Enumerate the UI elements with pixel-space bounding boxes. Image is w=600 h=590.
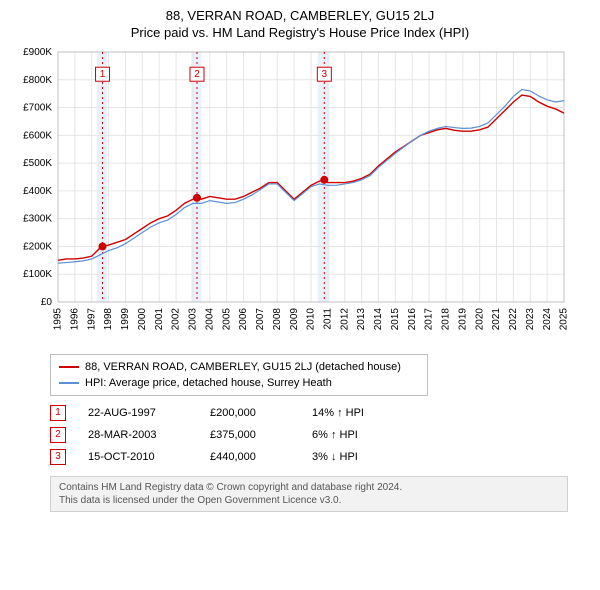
svg-text:2020: 2020: [474, 308, 485, 331]
transaction-price: £200,000: [210, 402, 290, 424]
transaction-price: £440,000: [210, 446, 290, 468]
svg-text:2023: 2023: [525, 308, 536, 331]
svg-text:£800K: £800K: [23, 75, 52, 86]
price-chart: £0 £100K £200K £300K £400K £500K £600K £700K £80…: [10, 46, 590, 346]
svg-text:2005: 2005: [221, 308, 232, 331]
legend-swatch: [59, 366, 79, 368]
page-title: 88, VERRAN ROAD, CAMBERLEY, GU15 2LJ: [10, 8, 590, 23]
svg-text:2011: 2011: [323, 308, 334, 330]
legend-swatch: [59, 382, 79, 384]
svg-text:1998: 1998: [103, 308, 114, 331]
svg-text:£200K: £200K: [23, 241, 52, 252]
footer-line: This data is licensed under the Open Gov…: [59, 494, 559, 507]
legend-label: HPI: Average price, detached house, Surr…: [85, 375, 332, 391]
svg-text:2004: 2004: [204, 308, 215, 331]
svg-text:2014: 2014: [373, 308, 384, 331]
svg-text:£700K: £700K: [23, 103, 52, 114]
svg-text:2008: 2008: [272, 308, 283, 331]
svg-text:2016: 2016: [407, 308, 418, 331]
svg-text:1996: 1996: [70, 308, 81, 331]
transaction-badge: 1: [50, 405, 66, 421]
svg-text:2007: 2007: [255, 308, 266, 331]
footer-licence: Contains HM Land Registry data © Crown c…: [50, 476, 568, 512]
svg-text:2012: 2012: [339, 308, 350, 331]
transaction-row: 1 22-AUG-1997 £200,000 14% ↑ HPI: [50, 402, 590, 424]
svg-text:1997: 1997: [86, 308, 97, 331]
legend-label: 88, VERRAN ROAD, CAMBERLEY, GU15 2LJ (de…: [85, 359, 401, 375]
svg-text:2: 2: [194, 69, 200, 80]
svg-text:£900K: £900K: [23, 47, 52, 58]
legend: 88, VERRAN ROAD, CAMBERLEY, GU15 2LJ (de…: [50, 354, 428, 396]
svg-text:2003: 2003: [188, 308, 199, 331]
svg-text:2018: 2018: [441, 308, 452, 331]
legend-item: HPI: Average price, detached house, Surr…: [59, 375, 419, 391]
svg-text:£400K: £400K: [23, 186, 52, 197]
footer-line: Contains HM Land Registry data © Crown c…: [59, 481, 559, 494]
svg-text:1995: 1995: [53, 308, 64, 331]
svg-text:£600K: £600K: [23, 130, 52, 141]
svg-text:1999: 1999: [120, 308, 131, 331]
svg-text:3: 3: [322, 69, 328, 80]
svg-text:£500K: £500K: [23, 158, 52, 169]
svg-text:2015: 2015: [390, 308, 401, 331]
transaction-price: £375,000: [210, 424, 290, 446]
svg-text:2019: 2019: [457, 308, 468, 331]
transaction-badge: 3: [50, 449, 66, 465]
transaction-row: 2 28-MAR-2003 £375,000 6% ↑ HPI: [50, 424, 590, 446]
svg-text:£300K: £300K: [23, 214, 52, 225]
svg-text:2010: 2010: [306, 308, 317, 331]
svg-text:£0: £0: [41, 297, 53, 308]
svg-text:2001: 2001: [154, 308, 165, 331]
svg-text:2009: 2009: [289, 308, 300, 331]
transaction-date: 15-OCT-2010: [88, 446, 188, 468]
transaction-pct: 6% ↑ HPI: [312, 424, 402, 446]
svg-text:2000: 2000: [137, 308, 148, 331]
transaction-pct: 3% ↓ HPI: [312, 446, 402, 468]
transaction-date: 28-MAR-2003: [88, 424, 188, 446]
svg-text:2022: 2022: [508, 308, 519, 331]
transaction-pct: 14% ↑ HPI: [312, 402, 402, 424]
svg-text:2025: 2025: [559, 308, 570, 331]
svg-text:2017: 2017: [424, 308, 435, 331]
transaction-table: 1 22-AUG-1997 £200,000 14% ↑ HPI 2 28-MAR-200…: [50, 402, 590, 468]
transaction-badge: 2: [50, 427, 66, 443]
svg-text:£100K: £100K: [23, 269, 52, 280]
svg-text:1: 1: [100, 69, 106, 80]
svg-text:2021: 2021: [491, 308, 502, 331]
svg-text:2002: 2002: [171, 308, 182, 331]
svg-text:2013: 2013: [356, 308, 367, 331]
legend-item: 88, VERRAN ROAD, CAMBERLEY, GU15 2LJ (de…: [59, 359, 419, 375]
page-subtitle: Price paid vs. HM Land Registry's House …: [10, 25, 590, 40]
svg-text:2006: 2006: [238, 308, 249, 331]
svg-text:2024: 2024: [542, 308, 553, 331]
transaction-date: 22-AUG-1997: [88, 402, 188, 424]
transaction-row: 3 15-OCT-2010 £440,000 3% ↓ HPI: [50, 446, 590, 468]
